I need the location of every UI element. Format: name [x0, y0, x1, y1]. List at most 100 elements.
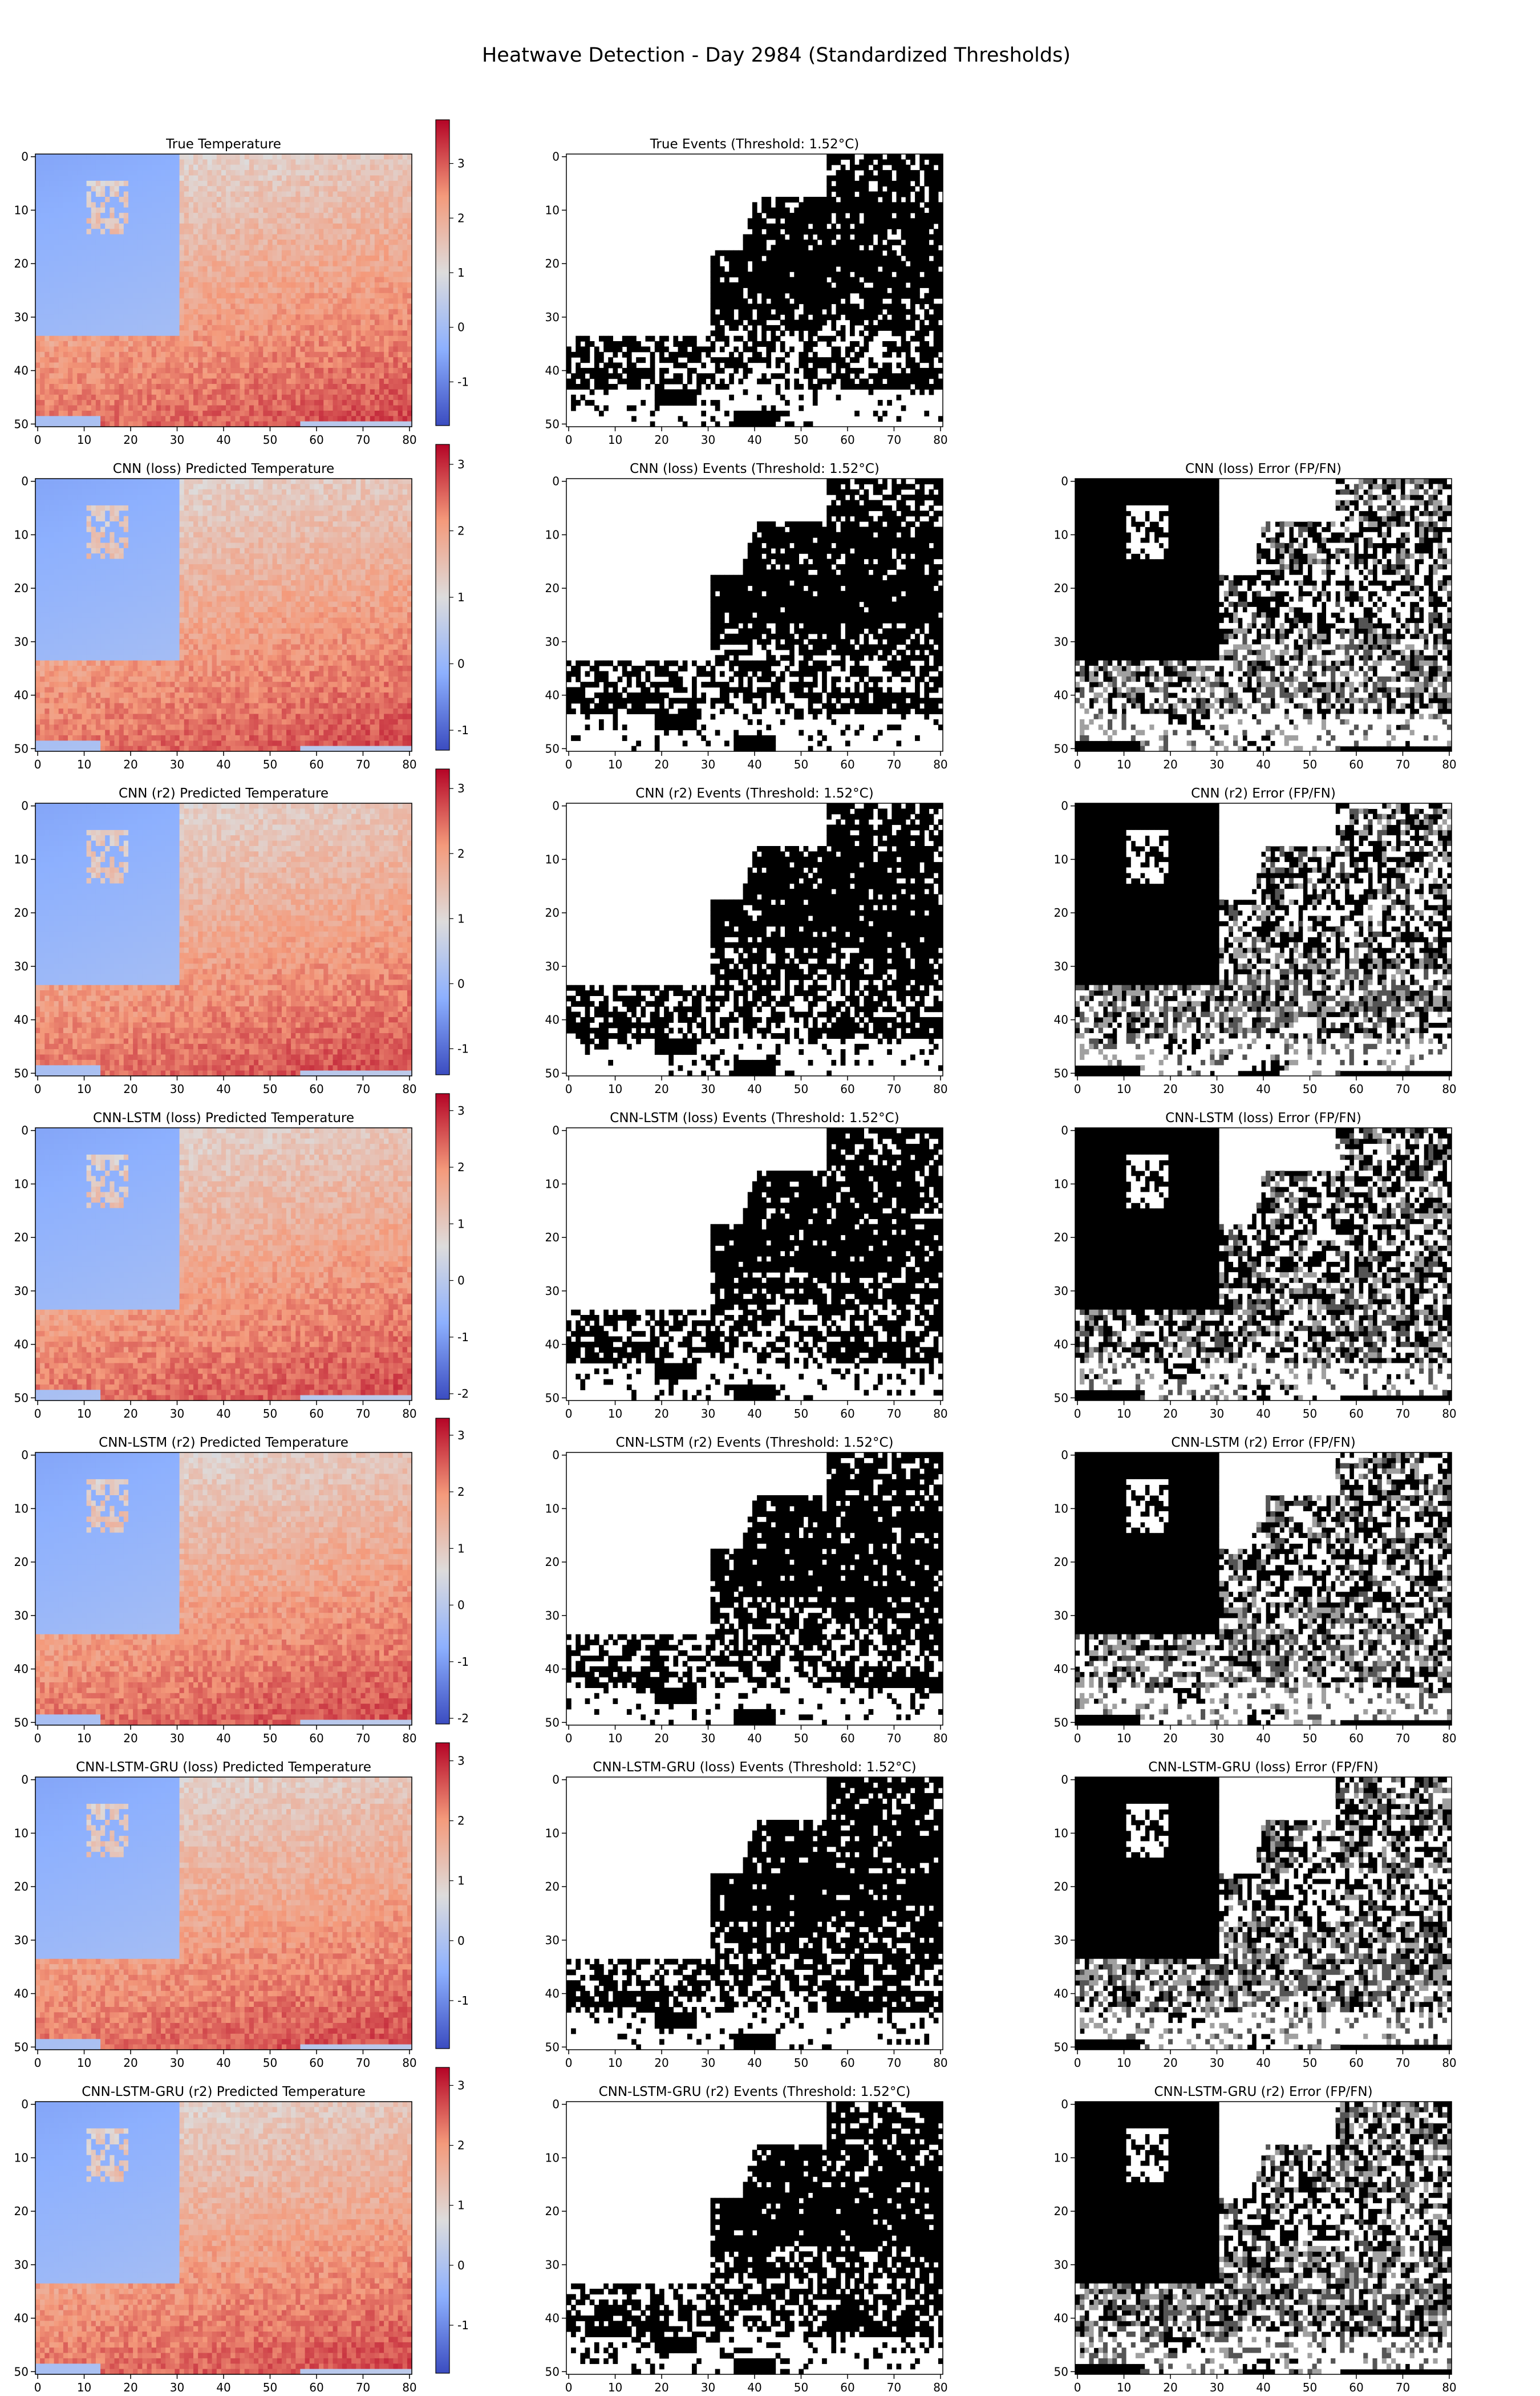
x-tick-label: 0	[1074, 758, 1081, 771]
x-tick-label: 50	[794, 2381, 808, 2394]
x-tick-label: 70	[887, 2056, 901, 2070]
events-panel: 0 10 20 30 40 50 60 70 80 0 10 20 30 40 50 CNN-LSTM (lo…	[545, 1111, 948, 1420]
x-tick-label: 60	[1349, 2381, 1363, 2394]
error-heatmap	[1075, 2102, 1452, 2375]
y-tick-label: 20	[1054, 1880, 1068, 1893]
y-tick-label: 20	[545, 2204, 560, 2218]
x-tick-label: 10	[608, 2381, 622, 2394]
y-tick-label: 40	[1054, 1338, 1068, 1351]
x-tick-label: 80	[1442, 2381, 1456, 2394]
x-tick-label: 80	[402, 1731, 416, 1745]
y-tick-label: 30	[1054, 635, 1068, 649]
x-tick-label: 20	[654, 1082, 668, 1096]
x-tick-label: 40	[216, 2056, 230, 2070]
x-tick-label: 20	[654, 2381, 668, 2394]
colorbar-tick-label: 3	[457, 458, 465, 471]
y-tick-label: 40	[14, 689, 29, 702]
x-tick-label: 30	[701, 758, 715, 771]
x-tick-label: 50	[1303, 1731, 1317, 1745]
x-tick-label: 70	[356, 2381, 370, 2394]
colorbar	[435, 1742, 450, 2049]
x-tick-label: 0	[34, 758, 42, 771]
x-tick-label: 60	[309, 433, 323, 447]
y-tick-label: 20	[1054, 906, 1068, 920]
y-tick-label: 20	[1054, 1231, 1068, 1244]
panel-title: CNN-LSTM (loss) Error (FP/FN)	[1165, 1111, 1361, 1126]
colorbar-tick-label: 0	[457, 321, 465, 334]
events-panel: 0 10 20 30 40 50 60 70 80 0 10 20 30 40 50 True Events …	[545, 137, 948, 447]
y-tick-label: 10	[545, 528, 560, 541]
x-tick-label: 60	[1349, 758, 1363, 771]
panel-title: CNN (loss) Error (FP/FN)	[1185, 462, 1342, 476]
panel-title: CNN-LSTM (r2) Predicted Temperature	[99, 1435, 348, 1450]
x-tick-label: 60	[840, 2381, 854, 2394]
panel-title: CNN (r2) Events (Threshold: 1.52°C)	[635, 786, 873, 801]
x-tick-label: 30	[170, 433, 184, 447]
y-tick-label: 40	[14, 1338, 29, 1351]
x-tick-label: 10	[608, 433, 622, 447]
x-tick-label: 70	[356, 1082, 370, 1096]
x-tick-label: 30	[1210, 1082, 1224, 1096]
y-tick-label: 40	[545, 1662, 560, 1676]
y-tick-label: 0	[552, 2098, 560, 2111]
y-tick-label: 50	[14, 417, 29, 431]
error-heatmap	[1075, 479, 1452, 752]
x-tick-label: 20	[123, 1082, 137, 1096]
x-tick-label: 0	[34, 1407, 42, 1420]
colorbar-tick-label: 0	[457, 977, 465, 990]
x-tick-label: 30	[170, 2056, 184, 2070]
y-tick-label: 0	[552, 1448, 560, 1462]
x-tick-label: 0	[34, 433, 42, 447]
y-tick-label: 10	[545, 1501, 560, 1515]
y-tick-label: 20	[545, 1231, 560, 1244]
x-tick-label: 80	[933, 2056, 947, 2070]
y-tick-label: 10	[545, 203, 560, 217]
colorbar	[435, 119, 450, 426]
x-tick-label: 80	[1442, 1082, 1456, 1096]
colorbar	[435, 2067, 450, 2374]
panel-title: CNN-LSTM-GRU (loss) Events (Threshold: 1…	[593, 1760, 916, 1775]
y-tick-label: 40	[1054, 1662, 1068, 1676]
y-tick-label: 50	[545, 1391, 560, 1405]
x-tick-label: 0	[34, 1731, 42, 1745]
temperature-heatmap	[35, 803, 412, 1076]
x-tick-label: 20	[1163, 1731, 1177, 1745]
x-tick-label: 30	[701, 433, 715, 447]
x-tick-label: 20	[123, 1407, 137, 1420]
y-tick-label: 0	[21, 2098, 29, 2111]
colorbar-tick-label: 2	[457, 2139, 465, 2152]
colorbar-tick-label: 3	[457, 1104, 465, 1118]
x-tick-label: 60	[1349, 1082, 1363, 1096]
y-tick-label: 10	[545, 852, 560, 866]
error-panel: 0 10 20 30 40 50 60 70 80 0 10 20 30 40 50 CNN (r2) Err…	[1054, 786, 1457, 1096]
y-tick-label: 0	[552, 1124, 560, 1138]
x-tick-label: 50	[1303, 2381, 1317, 2394]
y-tick-label: 10	[1054, 2151, 1068, 2164]
x-tick-label: 40	[747, 1082, 761, 1096]
y-tick-label: 40	[545, 364, 560, 378]
y-tick-label: 30	[1054, 2258, 1068, 2272]
x-tick-label: 60	[840, 433, 854, 447]
x-tick-label: 80	[402, 1082, 416, 1096]
x-tick-label: 50	[263, 1082, 277, 1096]
x-tick-label: 70	[1396, 1082, 1410, 1096]
x-tick-label: 80	[1442, 1731, 1456, 1745]
colorbar-tick-label: 2	[457, 524, 465, 537]
colorbar-tick-label: 1	[457, 2199, 465, 2212]
x-tick-label: 40	[1256, 758, 1270, 771]
x-tick-label: 70	[1396, 2056, 1410, 2070]
x-tick-label: 0	[1074, 2381, 1081, 2394]
x-tick-label: 70	[1396, 758, 1410, 771]
y-tick-label: 20	[14, 2204, 29, 2218]
panel-title: True Temperature	[165, 137, 281, 152]
x-tick-label: 50	[1303, 758, 1317, 771]
y-tick-label: 50	[545, 2365, 560, 2378]
y-tick-label: 50	[545, 2040, 560, 2054]
x-tick-label: 20	[654, 433, 668, 447]
x-tick-label: 50	[794, 2056, 808, 2070]
x-tick-label: 40	[1256, 1731, 1270, 1745]
y-tick-label: 0	[1061, 1448, 1068, 1462]
colorbar-tick-label: 1	[457, 912, 465, 925]
x-tick-label: 20	[123, 758, 137, 771]
